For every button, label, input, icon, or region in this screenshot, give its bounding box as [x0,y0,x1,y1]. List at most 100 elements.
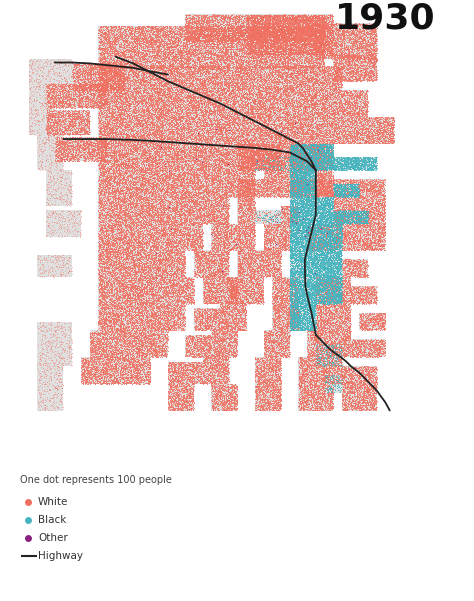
Point [331,356,339,365]
Point [124,191,131,200]
Point [165,240,173,249]
Point [240,278,247,287]
Point [312,378,320,388]
Point [343,44,351,53]
Point [299,174,306,183]
Point [174,71,182,81]
Point [109,270,116,279]
Point [301,114,309,124]
Point [370,310,377,319]
Point [231,29,239,38]
Point [250,115,258,124]
Point [119,36,127,46]
Point [124,144,131,153]
Point [187,204,195,213]
Point [168,148,176,158]
Point [364,201,372,211]
Point [253,295,260,305]
Point [337,36,345,46]
Point [116,181,124,191]
Point [257,126,264,136]
Point [306,379,313,389]
Point [316,236,324,246]
Point [368,340,375,349]
Point [272,159,279,169]
Point [219,328,226,337]
Point [256,188,264,197]
Point [303,165,311,174]
Point [210,99,218,109]
Point [117,58,125,68]
Point [144,102,151,112]
Point [356,138,364,148]
Point [184,69,191,78]
Point [322,170,330,180]
Point [289,313,297,323]
Point [96,133,104,142]
Point [371,317,378,327]
Point [40,322,47,331]
Point [304,169,311,179]
Point [355,400,362,409]
Point [82,78,90,88]
Point [148,272,156,282]
Point [387,136,394,145]
Point [346,24,354,34]
Point [255,87,263,96]
Point [280,19,287,28]
Point [364,298,372,308]
Point [308,151,315,161]
Point [156,309,164,319]
Point [343,333,351,343]
Point [352,270,359,279]
Point [314,399,322,409]
Point [153,181,160,191]
Point [149,245,156,254]
Point [292,174,299,184]
Point [361,237,368,247]
Point [310,21,318,31]
Point [320,225,328,234]
Point [322,37,329,46]
Point [103,225,111,234]
Point [269,103,276,112]
Point [201,96,208,106]
Point [329,266,337,276]
Point [124,330,132,340]
Point [145,348,153,358]
Point [299,60,306,70]
Point [197,260,205,270]
Point [205,310,213,319]
Point [314,393,322,403]
Point [231,34,239,43]
Point [268,388,276,398]
Point [348,392,356,401]
Point [152,239,160,249]
Point [61,92,68,102]
Point [109,61,117,70]
Point [196,258,203,268]
Point [231,334,239,343]
Point [304,378,312,388]
Point [80,81,87,90]
Point [274,61,282,71]
Point [197,84,204,93]
Point [299,91,307,100]
Point [208,14,215,24]
Point [292,322,300,331]
Point [106,45,114,55]
Point [154,294,161,304]
Point [298,47,305,57]
Point [213,344,221,353]
Point [204,322,212,331]
Point [138,272,146,281]
Point [120,167,128,177]
Point [158,160,166,170]
Point [178,50,185,59]
Point [263,363,270,373]
Point [213,180,220,189]
Point [239,190,247,200]
Point [169,219,176,228]
Point [184,231,191,240]
Point [309,382,316,391]
